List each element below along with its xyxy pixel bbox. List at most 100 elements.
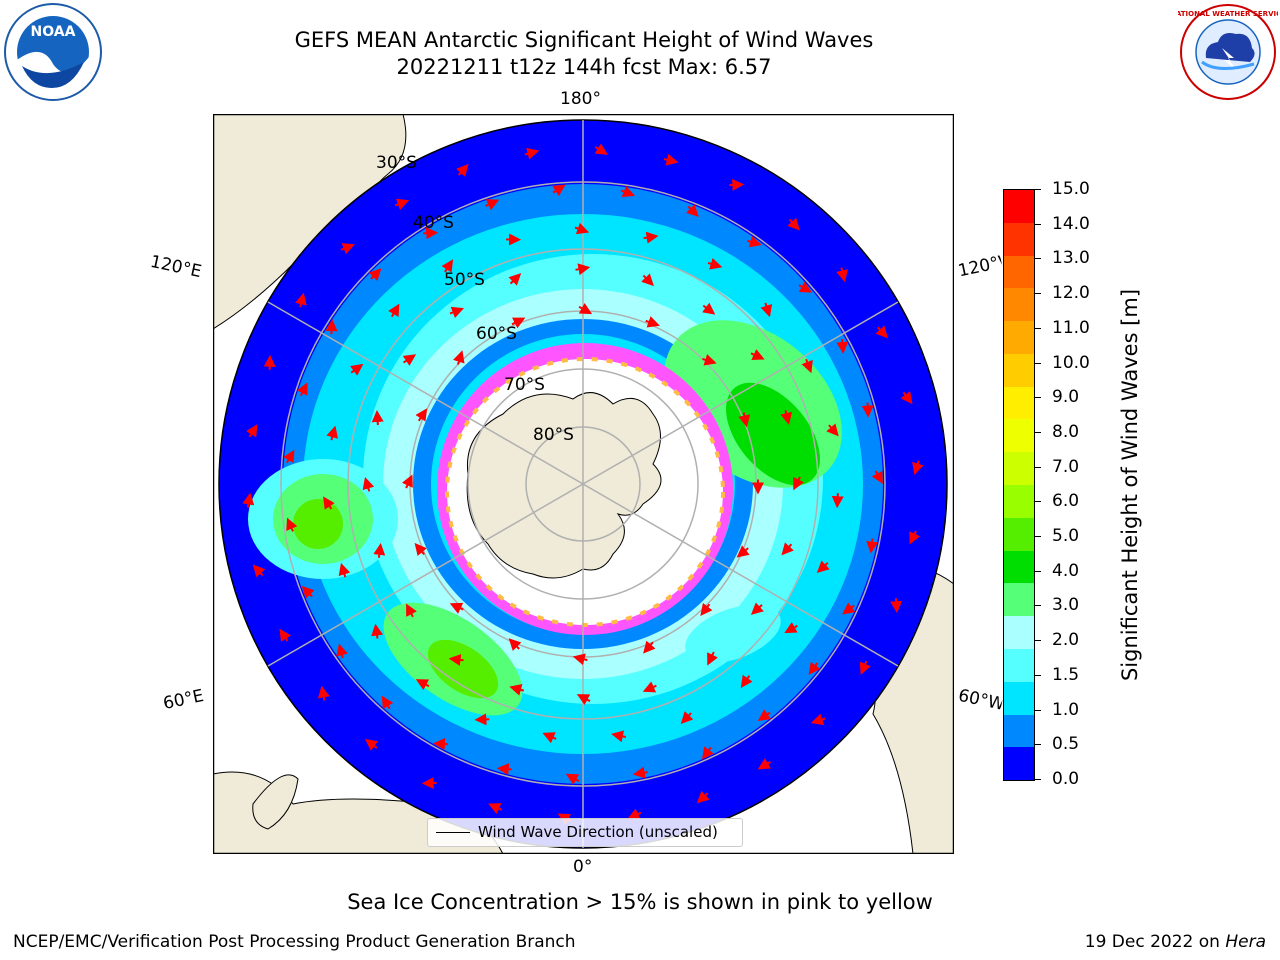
colorbar-tick-label: 0.0 bbox=[1052, 769, 1080, 789]
colorbar-swatch bbox=[1004, 714, 1034, 748]
wind-wave-arrow bbox=[388, 303, 400, 318]
colorbar-tick-label: 6.0 bbox=[1052, 491, 1080, 512]
wind-wave-arrow bbox=[565, 773, 580, 785]
colorbar-tick-mark bbox=[1035, 327, 1041, 329]
wind-wave-arrow bbox=[373, 542, 386, 558]
wind-wave-arrow bbox=[641, 273, 654, 287]
colorbar-swatch bbox=[1004, 648, 1034, 682]
noaa-logo: NOAA bbox=[2, 2, 104, 102]
wind-wave-arrow bbox=[542, 732, 557, 744]
colorbar-tick-mark bbox=[1035, 397, 1041, 399]
colorbar-tick-label: 1.0 bbox=[1052, 699, 1080, 720]
wind-wave-arrow bbox=[875, 325, 888, 339]
wind-wave-arrow bbox=[620, 185, 635, 198]
wind-wave-arrow bbox=[801, 358, 813, 374]
wind-wave-arrow bbox=[402, 354, 417, 366]
wind-wave-arrow bbox=[456, 163, 469, 177]
colorbar-tick-label: 5.0 bbox=[1052, 526, 1080, 547]
colorbar-swatch bbox=[1004, 583, 1034, 617]
colorbar-swatch bbox=[1004, 222, 1034, 256]
wind-wave-arrow bbox=[900, 391, 913, 405]
colorbar-tick-mark bbox=[1035, 779, 1041, 780]
wind-wave-arrow bbox=[371, 410, 384, 426]
colorbar-tick-label: 15.0 bbox=[1052, 179, 1090, 199]
wind-wave-arrow bbox=[642, 681, 657, 693]
wind-wave-arrow bbox=[394, 198, 410, 210]
lat-label-30s: 30°S bbox=[376, 153, 417, 173]
wind-wave-arrow bbox=[757, 709, 772, 722]
colorbar-tick-label: 1.5 bbox=[1052, 664, 1080, 685]
lat-label-50s: 50°S bbox=[444, 270, 485, 290]
wind-wave-arrow bbox=[750, 349, 765, 361]
footer-date-text: 19 Dec 2022 on bbox=[1084, 932, 1226, 952]
wind-wave-arrow bbox=[572, 653, 588, 666]
colorbar-tick-mark bbox=[1035, 674, 1041, 676]
colorbar-tick-mark bbox=[1035, 431, 1041, 433]
colorbar-swatch bbox=[1004, 321, 1034, 354]
wind-wave-arrow bbox=[371, 623, 384, 639]
wind-wave-arrow bbox=[496, 763, 512, 776]
wind-wave-arrow bbox=[325, 319, 338, 335]
wind-wave-arrow bbox=[414, 542, 427, 556]
colorbar-tick-mark bbox=[1035, 536, 1041, 538]
colorbar-tick-mark bbox=[1035, 189, 1041, 190]
wind-wave-arrow bbox=[283, 449, 295, 464]
wind-wave-arrow bbox=[859, 660, 871, 675]
wind-wave-arrow bbox=[511, 317, 526, 329]
colorbar-swatch bbox=[1004, 747, 1034, 781]
wind-wave-arrow bbox=[831, 493, 844, 509]
colorbar-tick-mark bbox=[1035, 293, 1041, 295]
wind-wave-arrow bbox=[757, 758, 772, 770]
chart-title: GEFS MEAN Antarctic Significant Height o… bbox=[294, 28, 874, 52]
wind-wave-arrow bbox=[632, 766, 648, 779]
colorbar-label: Significant Height of Wind Waves [m] bbox=[1118, 288, 1142, 682]
footer-credit: NCEP/EMC/Verification Post Processing Pr… bbox=[13, 932, 576, 952]
colorbar-tick-label: 7.0 bbox=[1052, 456, 1080, 477]
wind-wave-arrow bbox=[242, 492, 255, 508]
wind-wave-arrow bbox=[401, 474, 413, 489]
colorbar-tick-label: 4.0 bbox=[1052, 560, 1080, 581]
legend-label: Wind Wave Direction (unscaled) bbox=[478, 823, 718, 841]
wind-wave-arrow bbox=[909, 530, 921, 545]
wind-wave-arrow bbox=[643, 640, 656, 654]
wind-wave-arrow bbox=[296, 382, 308, 397]
wind-wave-arrow bbox=[362, 476, 375, 492]
colorbar-swatch bbox=[1004, 190, 1034, 223]
wind-wave-arrow bbox=[793, 476, 805, 491]
wind-wave-arrow bbox=[295, 292, 307, 308]
wind-wave-arrow bbox=[696, 790, 710, 804]
colorbar-tick-mark bbox=[1035, 640, 1041, 642]
wind-wave-arrow bbox=[509, 684, 525, 696]
colorbar-swatch bbox=[1004, 550, 1034, 584]
noaa-logo-text: NOAA bbox=[31, 24, 76, 40]
footer-host: Hera bbox=[1225, 932, 1266, 952]
wind-wave-arrow bbox=[381, 695, 394, 710]
colorbar-tick-mark bbox=[1035, 466, 1041, 468]
nws-logo: NATIONAL WEATHER SERVICE bbox=[1170, 2, 1280, 102]
colorbar-tick-label: 2.0 bbox=[1052, 630, 1080, 651]
sea-ice-note: Sea Ice Concentration > 15% is shown in … bbox=[347, 890, 933, 914]
wind-wave-arrow bbox=[836, 267, 848, 283]
colorbar-tick-label: 11.0 bbox=[1052, 317, 1090, 338]
wind-wave-arrow bbox=[890, 598, 903, 614]
polar-map bbox=[212, 113, 955, 855]
antarctica-land bbox=[466, 392, 662, 579]
wind-wave-arrow bbox=[701, 746, 714, 760]
wind-wave-arrow bbox=[317, 685, 330, 701]
map-legend: Wind Wave Direction (unscaled) bbox=[427, 818, 743, 847]
madagascar-land bbox=[252, 774, 299, 830]
colorbar-swatch bbox=[1004, 353, 1034, 387]
lon-label-left-lower: 60°E bbox=[161, 685, 206, 715]
wind-wave-arrow bbox=[576, 694, 591, 706]
colorbar-tick-label: 13.0 bbox=[1052, 248, 1090, 269]
wind-wave-arrow bbox=[508, 638, 522, 651]
wind-wave-arrow bbox=[740, 674, 753, 689]
wind-wave-arrow bbox=[453, 350, 465, 365]
wind-wave-arrow bbox=[866, 538, 879, 554]
wind-wave-arrow bbox=[836, 339, 849, 354]
wind-wave-arrow bbox=[350, 363, 364, 376]
wind-wave-arrow bbox=[448, 653, 464, 666]
wind-wave-arrow bbox=[449, 306, 465, 319]
wind-wave-arrow bbox=[702, 354, 717, 366]
nws-logo-text: NATIONAL WEATHER SERVICE bbox=[1178, 10, 1278, 18]
